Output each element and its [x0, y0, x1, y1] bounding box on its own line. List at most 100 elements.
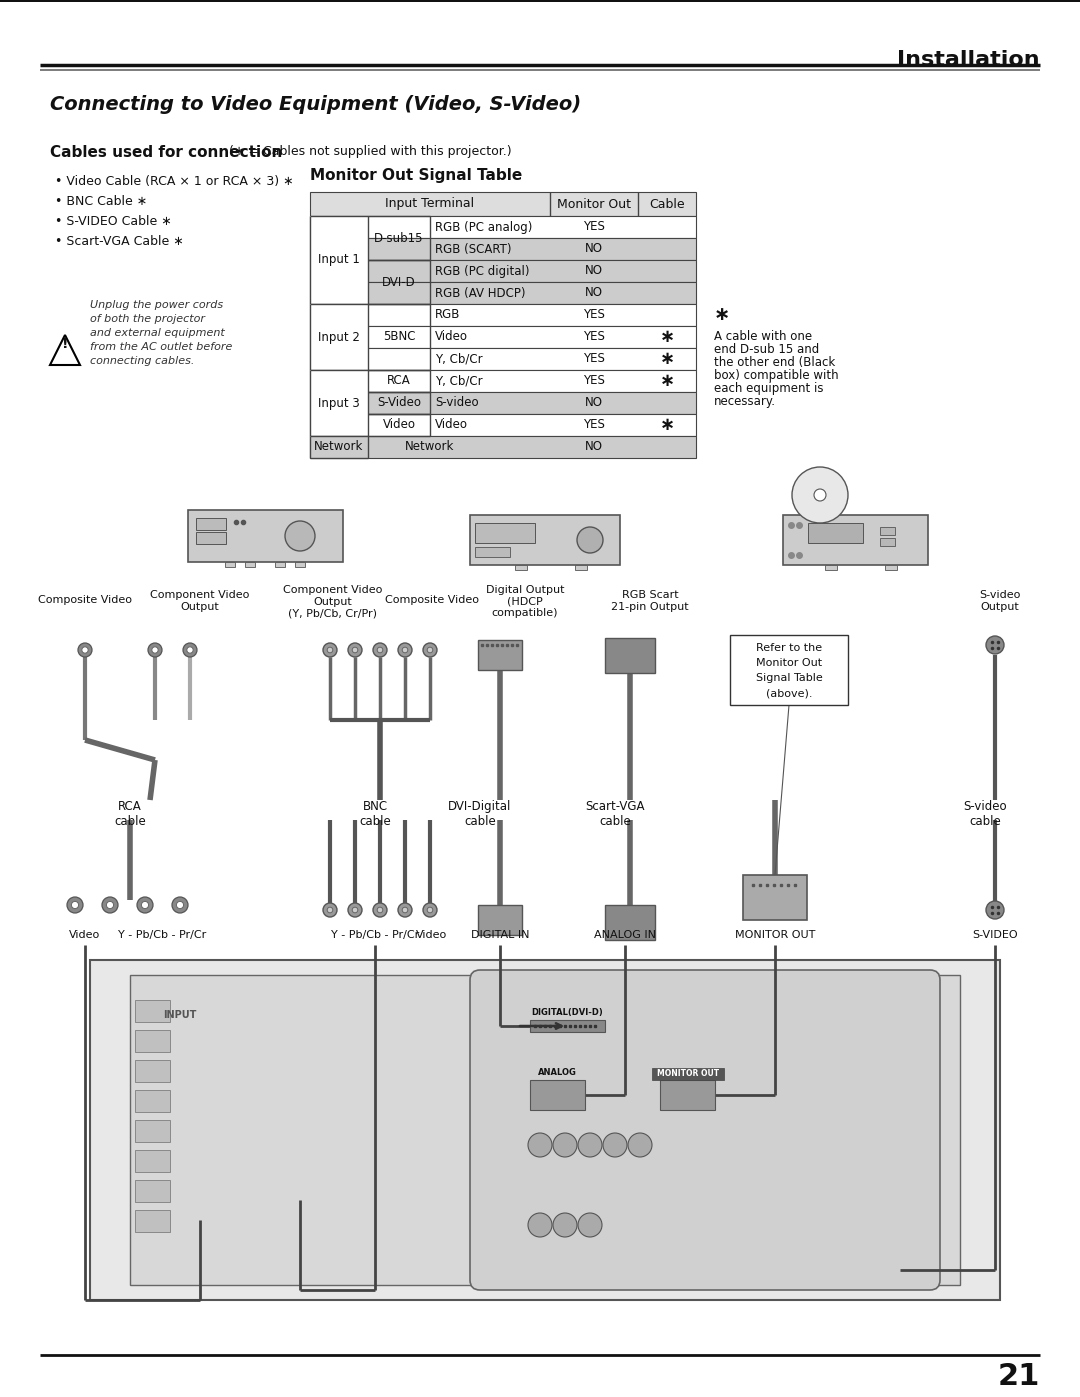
Bar	[475, 548, 510, 557]
Circle shape	[578, 1213, 602, 1236]
Bar	[478, 640, 522, 671]
Text: Video: Video	[69, 930, 100, 940]
Text: RGB (PC digital): RGB (PC digital)	[435, 264, 529, 278]
Text: • Scart-VGA Cable ∗: • Scart-VGA Cable ∗	[55, 235, 184, 249]
Text: MONITOR OUT: MONITOR OUT	[657, 1070, 719, 1078]
Circle shape	[377, 907, 382, 912]
Text: • Video Cable (RCA × 1 or RCA × 3) ∗: • Video Cable (RCA × 1 or RCA × 3) ∗	[55, 175, 294, 189]
Text: D-sub15: D-sub15	[375, 232, 423, 244]
Text: NO: NO	[585, 286, 603, 299]
Text: S-video
Output: S-video Output	[980, 590, 1021, 612]
Circle shape	[82, 647, 89, 654]
Circle shape	[67, 897, 83, 914]
Text: YES: YES	[583, 352, 605, 366]
Circle shape	[373, 643, 387, 657]
Bar	[808, 522, 863, 543]
Circle shape	[137, 897, 153, 914]
Bar	[225, 562, 235, 567]
Circle shape	[986, 636, 1004, 654]
Circle shape	[428, 647, 433, 652]
Bar	[310, 260, 696, 282]
Text: RGB (PC analog): RGB (PC analog)	[435, 221, 532, 233]
Circle shape	[187, 647, 193, 654]
Circle shape	[78, 643, 92, 657]
Circle shape	[102, 897, 118, 914]
Text: of both the projector: of both the projector	[90, 314, 205, 324]
Text: Video: Video	[435, 331, 468, 344]
Bar	[783, 515, 928, 564]
Text: each equipment is: each equipment is	[714, 381, 824, 395]
Text: YES: YES	[583, 331, 605, 344]
Text: Video: Video	[382, 419, 416, 432]
Circle shape	[814, 489, 826, 502]
Polygon shape	[50, 335, 80, 365]
Circle shape	[348, 643, 362, 657]
Bar	[195, 518, 226, 529]
Text: Unplug the power cords: Unplug the power cords	[90, 300, 224, 310]
Text: 5BNC: 5BNC	[382, 331, 415, 344]
Bar	[310, 393, 696, 414]
Text: INPUT: INPUT	[163, 1010, 197, 1020]
Circle shape	[428, 907, 433, 912]
Bar	[660, 1080, 715, 1111]
Text: ∗: ∗	[660, 328, 675, 346]
Circle shape	[148, 643, 162, 657]
Bar	[135, 1180, 170, 1201]
Bar	[310, 282, 696, 305]
Circle shape	[373, 902, 387, 916]
Text: 21: 21	[998, 1362, 1040, 1391]
Text: ∗: ∗	[660, 416, 675, 434]
Text: Cables used for connection: Cables used for connection	[50, 145, 282, 161]
Circle shape	[603, 1133, 627, 1157]
Bar	[730, 636, 848, 705]
Bar	[275, 562, 285, 567]
Bar	[130, 975, 960, 1285]
Bar	[310, 436, 368, 458]
Circle shape	[578, 1133, 602, 1157]
Text: Composite Video: Composite Video	[38, 595, 132, 605]
Circle shape	[352, 647, 357, 652]
Circle shape	[423, 643, 437, 657]
Text: Input Terminal: Input Terminal	[386, 197, 474, 211]
Bar	[605, 905, 654, 940]
Text: Y, Cb/Cr: Y, Cb/Cr	[435, 352, 483, 366]
Bar	[515, 564, 527, 570]
Bar	[743, 875, 807, 921]
Bar	[135, 1210, 170, 1232]
Circle shape	[172, 897, 188, 914]
Bar	[135, 1060, 170, 1083]
Text: Y - Pb/Cb - Pr/Cr: Y - Pb/Cb - Pr/Cr	[118, 930, 206, 940]
Text: DIGITAL IN: DIGITAL IN	[471, 930, 529, 940]
Circle shape	[176, 901, 184, 908]
Text: Composite Video: Composite Video	[384, 595, 480, 605]
Text: Monitor Out: Monitor Out	[756, 658, 822, 668]
Text: Monitor Out Signal Table: Monitor Out Signal Table	[310, 168, 523, 183]
Text: connecting cables.: connecting cables.	[90, 356, 194, 366]
Bar	[880, 538, 895, 546]
Text: ∗: ∗	[714, 306, 730, 324]
Text: NO: NO	[585, 243, 603, 256]
Bar	[188, 510, 343, 562]
Circle shape	[423, 902, 437, 916]
Circle shape	[323, 902, 337, 916]
Bar	[310, 217, 368, 305]
Text: RCA
cable: RCA cable	[114, 800, 146, 828]
Bar	[470, 515, 620, 564]
FancyBboxPatch shape	[470, 970, 940, 1289]
Circle shape	[352, 907, 357, 912]
Text: DVI-Digital
cable: DVI-Digital cable	[448, 800, 512, 828]
Circle shape	[399, 643, 411, 657]
Circle shape	[792, 467, 848, 522]
Text: Network: Network	[405, 440, 455, 454]
Text: box) compatible with: box) compatible with	[714, 369, 839, 381]
Bar	[135, 1090, 170, 1112]
Bar	[310, 348, 696, 370]
Bar	[0, 0, 1080, 1]
Text: RCA: RCA	[387, 374, 410, 387]
Bar	[475, 522, 535, 543]
Text: Scart-VGA
cable: Scart-VGA cable	[585, 800, 645, 828]
Text: YES: YES	[583, 309, 605, 321]
Circle shape	[399, 902, 411, 916]
Text: RGB (SCART): RGB (SCART)	[435, 243, 512, 256]
Circle shape	[183, 643, 197, 657]
